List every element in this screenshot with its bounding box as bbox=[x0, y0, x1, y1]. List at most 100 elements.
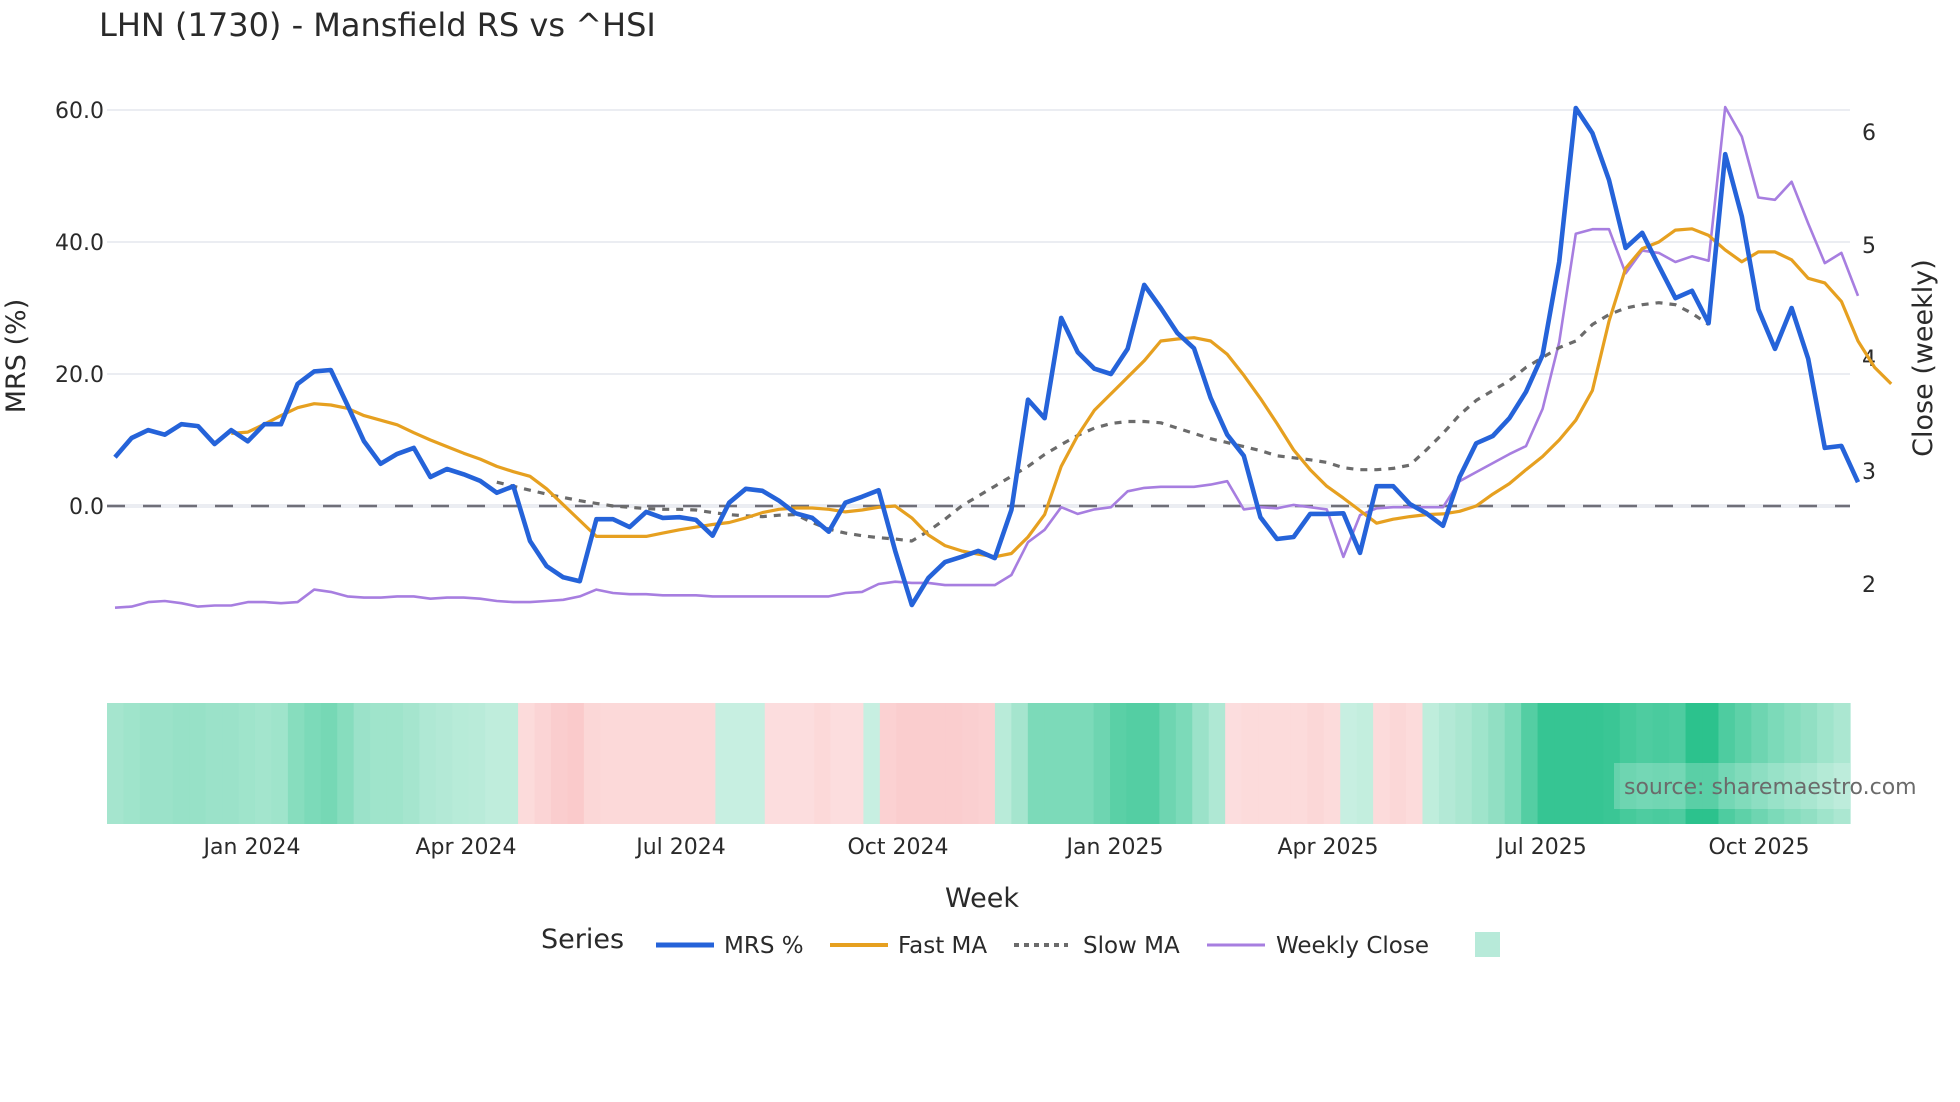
heatmap-cell bbox=[1619, 703, 1637, 824]
heatmap-cell bbox=[1323, 703, 1341, 824]
heatmap-cell bbox=[1784, 703, 1802, 824]
y-left-axis-title: MRS (%) bbox=[1, 299, 32, 414]
heatmap-cell bbox=[485, 703, 503, 824]
heatmap-cell bbox=[1718, 703, 1736, 824]
heatmap-cell bbox=[1422, 703, 1440, 824]
heatmap-cell bbox=[731, 703, 749, 824]
heatmap-cell bbox=[1208, 703, 1226, 824]
x-tick: Apr 2025 bbox=[1277, 835, 1378, 860]
heatmap-cell bbox=[107, 703, 125, 824]
heatmap-cell bbox=[534, 703, 552, 824]
y-right-tick: 3 bbox=[1862, 460, 1876, 485]
heatmap-cell bbox=[846, 703, 864, 824]
source-annotation-box bbox=[1614, 763, 1850, 809]
legend-label: Fast MA bbox=[898, 933, 987, 959]
x-tick: Oct 2025 bbox=[1708, 835, 1809, 860]
legend-label: Weekly Close bbox=[1276, 933, 1429, 959]
x-tick: Jul 2025 bbox=[1495, 835, 1587, 860]
heatmap-cell bbox=[1389, 703, 1407, 824]
legend-item-heatmap[interactable] bbox=[1475, 932, 1500, 957]
heatmap-cell bbox=[287, 703, 305, 824]
heatmap-cell bbox=[1455, 703, 1473, 824]
heatmap-cell bbox=[715, 703, 733, 824]
x-tick: Jan 2025 bbox=[1065, 835, 1164, 860]
heatmap-cell bbox=[518, 703, 536, 824]
heatmap-cell bbox=[189, 703, 207, 824]
heatmap-cell bbox=[649, 703, 667, 824]
heatmap-cell bbox=[698, 703, 716, 824]
heatmap-cell bbox=[386, 703, 404, 824]
regime-heatmap-strip bbox=[107, 703, 1851, 824]
heatmap-cell bbox=[830, 703, 848, 824]
heatmap-cell bbox=[929, 703, 947, 824]
heatmap-cell bbox=[419, 703, 437, 824]
legend-title: Series bbox=[541, 924, 624, 955]
heatmap-cell bbox=[1373, 703, 1391, 824]
heatmap-cell bbox=[1471, 703, 1489, 824]
heatmap-cell bbox=[1258, 703, 1276, 824]
series-fast-ma bbox=[231, 227, 1893, 559]
heatmap-cell bbox=[1406, 703, 1424, 824]
heatmap-cell bbox=[452, 703, 470, 824]
heatmap-cell bbox=[1225, 703, 1243, 824]
y-left-tick: 40.0 bbox=[55, 231, 104, 256]
heatmap-cell bbox=[501, 703, 519, 824]
legend-item-fast-ma[interactable]: Fast MA bbox=[830, 933, 987, 959]
heatmap-cell bbox=[123, 703, 141, 824]
heatmap-cell bbox=[1175, 703, 1193, 824]
x-axis: Jan 2024 Apr 2024 Jul 2024 Oct 2024 Jan … bbox=[202, 835, 1810, 860]
heatmap-cell bbox=[1751, 703, 1769, 824]
heatmap-cell bbox=[1734, 703, 1752, 824]
heatmap-cell bbox=[320, 703, 338, 824]
heatmap-cell bbox=[1817, 703, 1835, 824]
heatmap-cell bbox=[1603, 703, 1621, 824]
heatmap-cell bbox=[600, 703, 618, 824]
y-left-tick: 20.0 bbox=[55, 363, 104, 388]
heatmap-cell bbox=[1192, 703, 1210, 824]
legend-item-weekly-close[interactable]: Weekly Close bbox=[1207, 933, 1429, 959]
heatmap-cell bbox=[616, 703, 634, 824]
heatmap-cell bbox=[978, 703, 996, 824]
heatmap-cell bbox=[1570, 703, 1588, 824]
x-tick: Jul 2024 bbox=[634, 835, 726, 860]
y-left-tick: 60.0 bbox=[55, 99, 104, 124]
heatmap-cell bbox=[139, 703, 157, 824]
legend-item-slow-ma[interactable]: Slow MA bbox=[1014, 933, 1180, 959]
heatmap-cell bbox=[1077, 703, 1095, 824]
heatmap-cell bbox=[1011, 703, 1029, 824]
y-axis-left: 60.0 40.0 20.0 0.0 bbox=[55, 99, 104, 520]
heatmap-cell bbox=[1356, 703, 1374, 824]
heatmap-cell bbox=[1537, 703, 1555, 824]
heatmap-cell bbox=[1669, 703, 1687, 824]
series-layer bbox=[113, 105, 1893, 609]
y-right-tick: 5 bbox=[1862, 234, 1876, 259]
heatmap-cell bbox=[633, 703, 651, 824]
y-right-tick: 6 bbox=[1862, 121, 1876, 146]
heatmap-cell bbox=[172, 703, 190, 824]
heatmap-cell bbox=[1142, 703, 1160, 824]
heatmap-cell bbox=[1521, 703, 1539, 824]
heatmap-cell bbox=[254, 703, 273, 824]
heatmap-cell bbox=[1307, 703, 1325, 824]
heatmap-cell bbox=[1060, 703, 1078, 824]
legend-item-mrs[interactable]: MRS % bbox=[656, 933, 804, 959]
heatmap-cell bbox=[1504, 703, 1522, 824]
heatmap-cell bbox=[1702, 703, 1720, 824]
heatmap-cell bbox=[962, 703, 980, 824]
heatmap-cell bbox=[863, 703, 881, 824]
heatmap-cell bbox=[583, 703, 601, 824]
heatmap-cell bbox=[271, 703, 289, 824]
x-axis-title: Week bbox=[945, 883, 1019, 914]
legend-label: MRS % bbox=[724, 933, 804, 959]
heatmap-cell bbox=[879, 703, 897, 824]
heatmap-cell bbox=[550, 703, 569, 824]
heatmap-cell bbox=[1340, 703, 1358, 824]
heatmap-cell bbox=[682, 703, 700, 824]
heatmap-cell bbox=[238, 703, 256, 824]
x-tick: Jan 2024 bbox=[202, 835, 301, 860]
gridlines bbox=[107, 109, 1850, 508]
heatmap-cell bbox=[1800, 703, 1818, 824]
heatmap-cell bbox=[1636, 703, 1654, 824]
heatmap-cell bbox=[814, 703, 832, 824]
